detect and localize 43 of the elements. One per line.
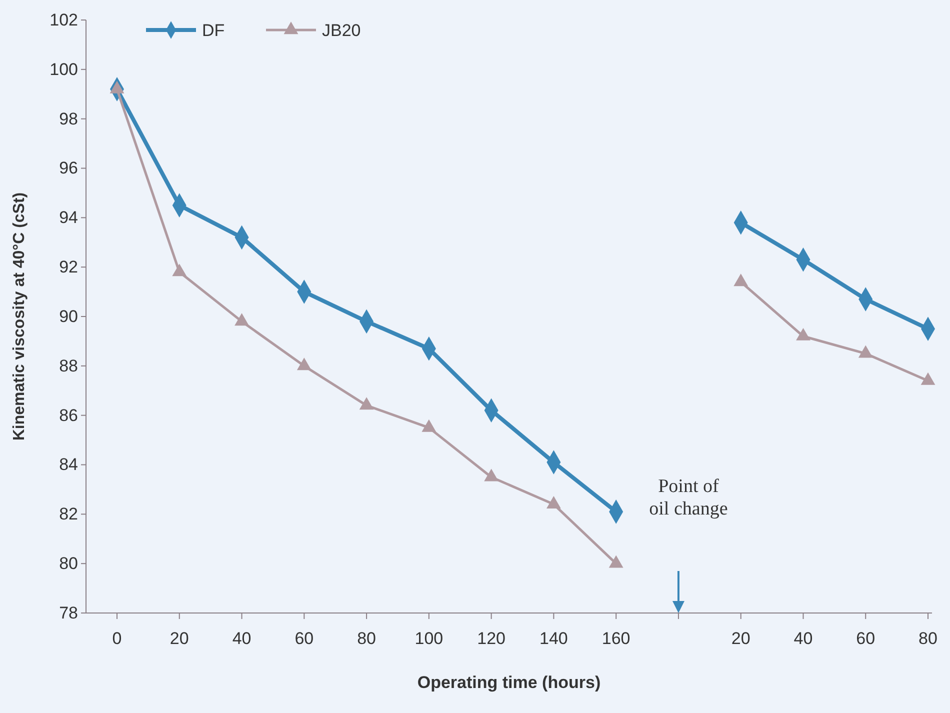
x-tick-label: 100 — [414, 629, 444, 648]
x-tick-label: 0 — [112, 629, 122, 648]
point — [858, 345, 873, 358]
x-tick-label: 60 — [294, 629, 314, 648]
point — [546, 496, 561, 508]
point — [608, 555, 624, 568]
x-tick-label: 20 — [731, 629, 750, 648]
point — [734, 274, 748, 286]
y-tick-label: 102 — [50, 10, 78, 30]
y-tick-label: 90 — [59, 306, 78, 326]
point — [484, 468, 499, 482]
x-tick-label: 140 — [540, 629, 568, 648]
annotation: Point of oil change — [649, 476, 728, 520]
x-tick-label: 40 — [794, 629, 813, 648]
y-axis-title: Kinematic viscosity at 40°C (cSt) — [11, 192, 28, 441]
x-axis-title: Operating time (hours) — [417, 673, 601, 692]
point — [920, 372, 936, 385]
y-tick-label: 78 — [59, 603, 78, 622]
point — [422, 419, 436, 432]
legend-label: DF — [202, 20, 225, 40]
y-tick-label: 92 — [59, 258, 78, 277]
y-tick-label: 98 — [59, 109, 78, 128]
y-tick-label: 100 — [50, 60, 78, 79]
point — [296, 358, 312, 370]
x-tick-label: 60 — [856, 629, 876, 648]
y-tick-label: 88 — [59, 356, 78, 376]
x-tick-label: 20 — [170, 629, 189, 648]
x-tick-label: 120 — [477, 629, 506, 648]
x-tick-label: 80 — [918, 629, 938, 648]
y-tick-label: 86 — [59, 406, 78, 425]
legend-label: JB20 — [322, 20, 361, 40]
point — [234, 313, 249, 326]
y-tick-label: 94 — [59, 208, 78, 228]
y-tick-label: 80 — [59, 554, 78, 574]
y-tick-label: 96 — [59, 158, 78, 178]
point — [796, 328, 810, 340]
point — [172, 264, 187, 276]
point — [359, 397, 374, 410]
y-tick-label: 84 — [59, 455, 78, 474]
x-tick-label: 40 — [232, 629, 252, 648]
y-tick-label: 82 — [59, 504, 78, 524]
x-tick-label: 160 — [602, 629, 630, 648]
x-tick-label: 80 — [357, 629, 376, 648]
